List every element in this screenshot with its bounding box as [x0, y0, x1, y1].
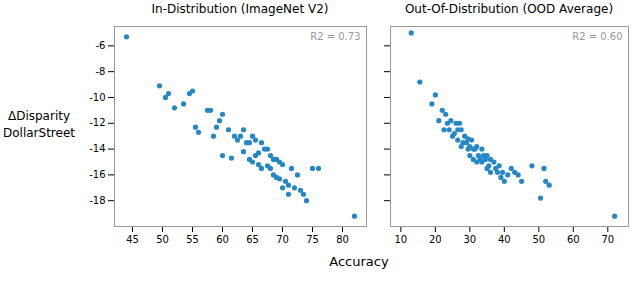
svg-text:-14: -14 [89, 143, 105, 154]
svg-text:-8: -8 [96, 66, 106, 77]
svg-text:70: 70 [276, 234, 289, 245]
svg-text:-16: -16 [89, 169, 105, 180]
svg-text:40: 40 [498, 234, 511, 245]
svg-text:45: 45 [126, 234, 139, 245]
svg-text:20: 20 [429, 234, 442, 245]
html-text:In-Distribution (ImageNet V2): In-Distribution (ImageNet V2) [151, 2, 329, 16]
svg-text:50: 50 [156, 234, 169, 245]
svg-text:-18: -18 [89, 195, 105, 206]
svg-text:80: 80 [336, 234, 349, 245]
svg-text:50: 50 [532, 234, 545, 245]
svg-text:R2 = 0.60: R2 = 0.60 [572, 31, 622, 42]
html-text:Out-Of-Distribution (OOD Avera: Out-Of-Distribution (OOD Average) [404, 2, 614, 16]
svg-text:60: 60 [216, 234, 229, 245]
svg-text:75: 75 [306, 234, 319, 245]
svg-text:10: 10 [394, 234, 407, 245]
svg-text:-6: -6 [96, 40, 106, 51]
svg-text:65: 65 [246, 234, 259, 245]
svg-text:-12: -12 [89, 117, 105, 128]
svg-text:60: 60 [567, 234, 580, 245]
svg-text:30: 30 [463, 234, 476, 245]
html-text:ΔDisparity DollarStreet: ΔDisparity DollarStreet [3, 109, 75, 140]
svg-text:-10: -10 [89, 92, 105, 103]
svg-text:R2 = 0.73: R2 = 0.73 [310, 31, 360, 42]
html-text:Accuracy: Accuracy [329, 254, 389, 269]
svg-text:55: 55 [186, 234, 199, 245]
svg-text:70: 70 [601, 234, 614, 245]
